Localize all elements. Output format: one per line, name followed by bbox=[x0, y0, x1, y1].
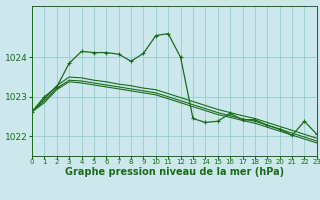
X-axis label: Graphe pression niveau de la mer (hPa): Graphe pression niveau de la mer (hPa) bbox=[65, 167, 284, 177]
